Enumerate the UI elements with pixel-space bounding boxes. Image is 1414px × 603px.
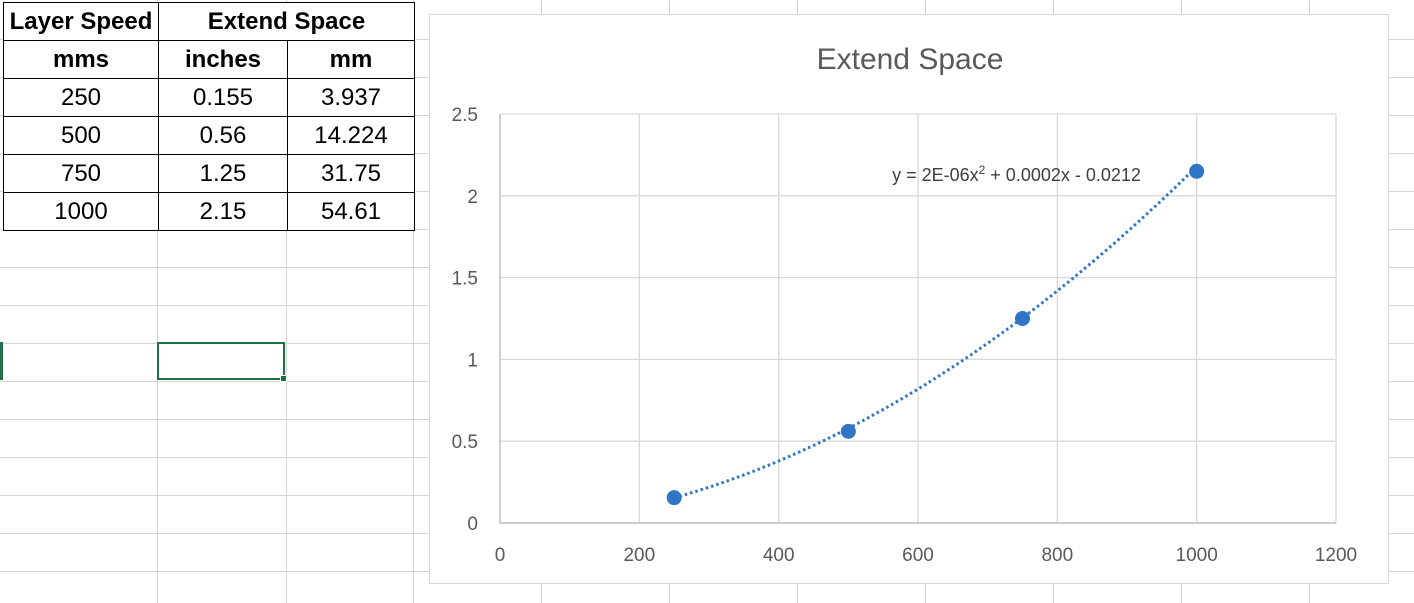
header-unit-inches[interactable]: inches bbox=[158, 40, 288, 79]
selected-cell[interactable] bbox=[157, 342, 287, 382]
cell-inches[interactable]: 0.56 bbox=[158, 116, 288, 155]
cell-inches[interactable]: 1.25 bbox=[158, 154, 288, 193]
table-row: 750 1.25 31.75 bbox=[3, 154, 415, 193]
x-tick-label: 800 bbox=[1041, 545, 1073, 566]
y-tick-label: 1.5 bbox=[452, 269, 478, 290]
x-tick-label: 1200 bbox=[1315, 545, 1357, 566]
active-row-marker bbox=[0, 342, 3, 380]
y-tick-label: 2 bbox=[467, 187, 478, 208]
data-point[interactable] bbox=[666, 490, 682, 506]
cell-mm[interactable]: 54.61 bbox=[287, 192, 415, 231]
x-tick-label: 600 bbox=[902, 545, 934, 566]
data-point[interactable] bbox=[1015, 311, 1030, 326]
cell-inches[interactable]: 0.155 bbox=[158, 78, 288, 117]
header-unit-mm[interactable]: mm bbox=[287, 40, 415, 79]
plot-svg: 0 0.5 1 1.5 2 2.5 0 200 400 600 800 1000 1200 y = 2E-… bbox=[452, 105, 1358, 566]
x-tick-label: 0 bbox=[495, 545, 506, 566]
data-point[interactable] bbox=[1189, 163, 1205, 179]
data-point[interactable] bbox=[840, 423, 856, 439]
data-table: Layer Speed Extend Space mms inches mm 2… bbox=[3, 2, 415, 231]
y-tick-label: 2.5 bbox=[452, 105, 478, 126]
y-tick-label: 1 bbox=[467, 350, 478, 371]
x-tick-label: 1000 bbox=[1176, 545, 1218, 566]
fill-handle[interactable] bbox=[280, 375, 287, 382]
table-row: 500 0.56 14.224 bbox=[3, 116, 415, 155]
table-row: 250 0.155 3.937 bbox=[3, 78, 415, 117]
y-tick-label: 0.5 bbox=[452, 432, 478, 453]
trendline[interactable] bbox=[673, 165, 1198, 500]
cell-mm[interactable]: 3.937 bbox=[287, 78, 415, 117]
chart-area[interactable]: Extend Space 0 0.5 1 1.5 2 2.5 0 200 400 600 800 10… bbox=[429, 14, 1389, 584]
cell-speed[interactable]: 250 bbox=[3, 78, 159, 117]
cell-inches[interactable]: 2.15 bbox=[158, 192, 288, 231]
cell-mm[interactable]: 14.224 bbox=[287, 116, 415, 155]
cell-mm[interactable]: 31.75 bbox=[287, 154, 415, 193]
cell-speed[interactable]: 1000 bbox=[3, 192, 159, 231]
header-extend-space[interactable]: Extend Space bbox=[158, 2, 415, 41]
cell-speed[interactable]: 750 bbox=[3, 154, 159, 193]
trendline-equation[interactable]: y = 2E-06x2 + 0.0002x - 0.0212 bbox=[892, 163, 1141, 185]
cell-speed[interactable]: 500 bbox=[3, 116, 159, 155]
table-row: 1000 2.15 54.61 bbox=[3, 192, 415, 231]
chart-title[interactable]: Extend Space bbox=[816, 43, 1004, 76]
y-tick-label: 0 bbox=[467, 514, 478, 535]
header-unit-mms[interactable]: mms bbox=[3, 40, 159, 79]
header-layer-speed[interactable]: Layer Speed bbox=[3, 2, 159, 41]
x-tick-label: 400 bbox=[763, 545, 795, 566]
x-tick-label: 200 bbox=[623, 545, 655, 566]
